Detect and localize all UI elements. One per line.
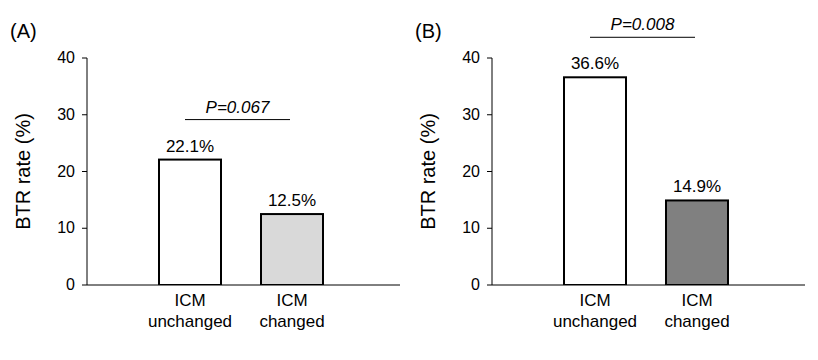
label-line: unchanged bbox=[553, 312, 637, 331]
y-tick bbox=[82, 285, 87, 286]
y-tick bbox=[487, 285, 492, 286]
y-axis-label: BTR rate (%) bbox=[12, 113, 34, 230]
y-tick-label: 10 bbox=[57, 219, 75, 236]
bar bbox=[159, 160, 221, 285]
y-tick bbox=[487, 114, 492, 115]
annotation: P=0.067 bbox=[206, 98, 270, 117]
label-line: ICM bbox=[579, 291, 610, 310]
bar bbox=[666, 200, 728, 285]
annotation-line bbox=[590, 37, 695, 38]
y-tick-label: 20 bbox=[462, 163, 480, 180]
panel: (B) BTR rate (%) 0 10 20 30 40 36.6% 14.9% ICM unc… bbox=[415, 15, 805, 331]
y-tick bbox=[487, 228, 492, 229]
label-line: unchanged bbox=[148, 312, 232, 331]
panel: (A) BTR rate (%) 0 10 20 30 40 22.1% 12.5% ICM unc… bbox=[10, 20, 400, 331]
annotation-line bbox=[185, 119, 290, 120]
label-line: changed bbox=[664, 312, 729, 331]
label-line: ICM bbox=[681, 291, 712, 310]
y-tick-label: 0 bbox=[471, 276, 480, 293]
y-tick bbox=[82, 171, 87, 172]
y-tick bbox=[487, 171, 492, 172]
label-line: changed bbox=[259, 312, 324, 331]
y-tick-label: 40 bbox=[462, 49, 480, 66]
bars bbox=[159, 160, 323, 285]
y-tick bbox=[82, 114, 87, 115]
x-tick-label: ICM changed bbox=[259, 291, 324, 331]
panel-label: (B) bbox=[415, 20, 442, 42]
x-axis-line bbox=[492, 285, 805, 286]
data-label: 36.6% bbox=[571, 54, 619, 73]
x-tick-label: ICM unchanged bbox=[148, 291, 232, 331]
y-tick-label: 40 bbox=[57, 49, 75, 66]
data-label: 22.1% bbox=[166, 137, 214, 156]
data-label: 12.5% bbox=[268, 191, 316, 210]
y-tick bbox=[82, 228, 87, 229]
label-line: ICM bbox=[276, 291, 307, 310]
y-tick bbox=[487, 58, 492, 59]
y-tick-label: 30 bbox=[462, 106, 480, 123]
x-tick-label: ICM unchanged bbox=[553, 291, 637, 331]
label-line: ICM bbox=[174, 291, 205, 310]
y-axis-label: BTR rate (%) bbox=[417, 113, 439, 230]
bars bbox=[564, 77, 728, 285]
y-tick-label: 30 bbox=[57, 106, 75, 123]
y-tick bbox=[82, 58, 87, 59]
x-tick-label: ICM changed bbox=[664, 291, 729, 331]
y-tick-label: 10 bbox=[462, 219, 480, 236]
bar bbox=[564, 77, 626, 285]
data-label: 14.9% bbox=[673, 177, 721, 196]
annotation: P=0.008 bbox=[611, 15, 675, 34]
panel-label: (A) bbox=[10, 20, 37, 42]
y-tick-label: 20 bbox=[57, 163, 75, 180]
x-axis-line bbox=[87, 285, 400, 286]
y-tick-label: 0 bbox=[66, 276, 75, 293]
bar bbox=[261, 214, 323, 285]
figure: (A) BTR rate (%) 0 10 20 30 40 22.1% 12.5% ICM unc… bbox=[0, 0, 818, 360]
